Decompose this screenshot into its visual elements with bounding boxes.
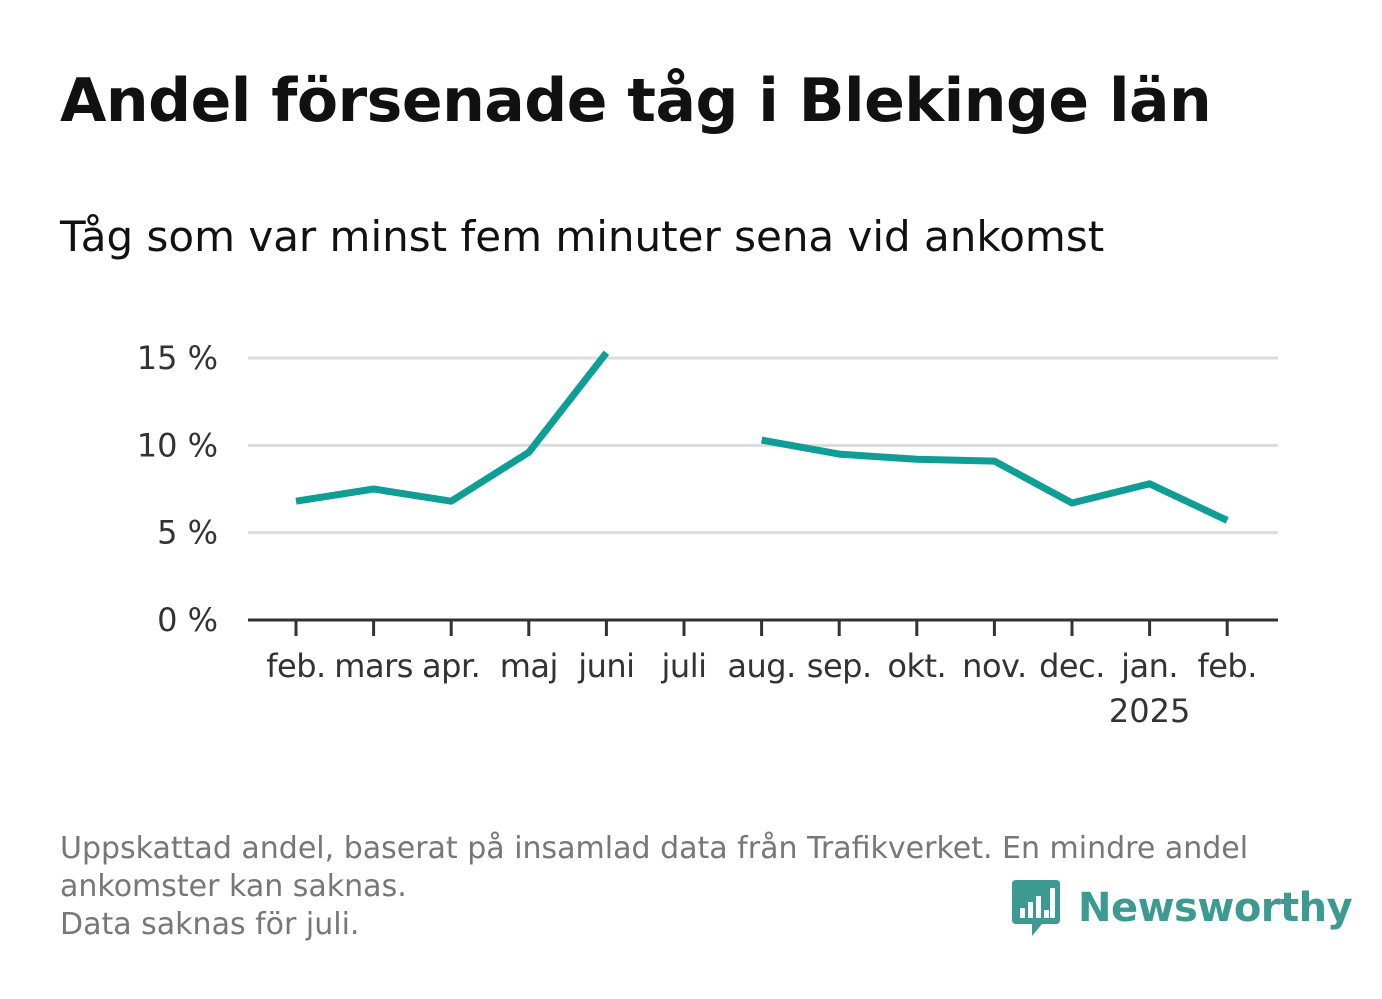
footnote: Uppskattad andel, baserat på insamlad da… — [60, 830, 1310, 944]
x-tick-label: juni — [577, 647, 634, 685]
x-tick-label: dec. — [1039, 647, 1105, 685]
x-tick-label: juli — [661, 647, 707, 685]
chart-title: Andel försenade tåg i Blekinge län — [60, 66, 1212, 136]
line-chart: 0 %5 %10 %15 % feb. mars apr. maj juni juli au… — [137, 339, 1278, 730]
x-tick-label: mars — [334, 647, 413, 685]
x-tick-label: feb. — [1197, 647, 1256, 685]
y-tick-label: 15 % — [137, 339, 218, 377]
footnote-line: Data saknas för juli. — [60, 907, 360, 942]
y-tick-label: 0 % — [157, 601, 218, 639]
footnote-line: Uppskattad andel, baserat på insamlad da… — [60, 831, 1249, 866]
x-tick-label: maj — [500, 647, 558, 685]
gridlines — [248, 356, 1278, 535]
x-axis-tick-labels: feb. mars apr. maj juni juli aug. sep. okt. nov. d… — [266, 647, 1257, 730]
x-tick-label: sep. — [807, 647, 872, 685]
series-line-segment — [295, 350, 610, 505]
x-tick-label: feb. — [266, 647, 325, 685]
x-tick-label: jan. — [1120, 647, 1178, 685]
x-tick-label: okt. — [887, 647, 946, 685]
bar-chart-speech-bubble-icon — [1012, 880, 1060, 936]
chart-subtitle: Tåg som var minst fem minuter sena vid a… — [60, 212, 1105, 261]
x-tick-label: nov. — [962, 647, 1026, 685]
footnote-line: ankomster kan saknas. — [60, 869, 407, 904]
y-axis-tick-labels: 0 % 5 % 10 % 15 % — [137, 339, 218, 639]
brand-logo: Newsworthy — [1010, 878, 1353, 938]
x-year-label: 2025 — [1109, 692, 1190, 730]
series-line-segment — [760, 436, 1229, 524]
series-lines — [295, 350, 1229, 524]
x-tick-label: aug. — [727, 647, 795, 685]
x-tick-label: apr. — [422, 647, 480, 685]
x-axis — [248, 618, 1278, 636]
y-tick-label: 5 % — [157, 514, 218, 552]
y-tick-label: 10 % — [137, 426, 218, 464]
brand-name: Newsworthy — [1078, 885, 1353, 931]
